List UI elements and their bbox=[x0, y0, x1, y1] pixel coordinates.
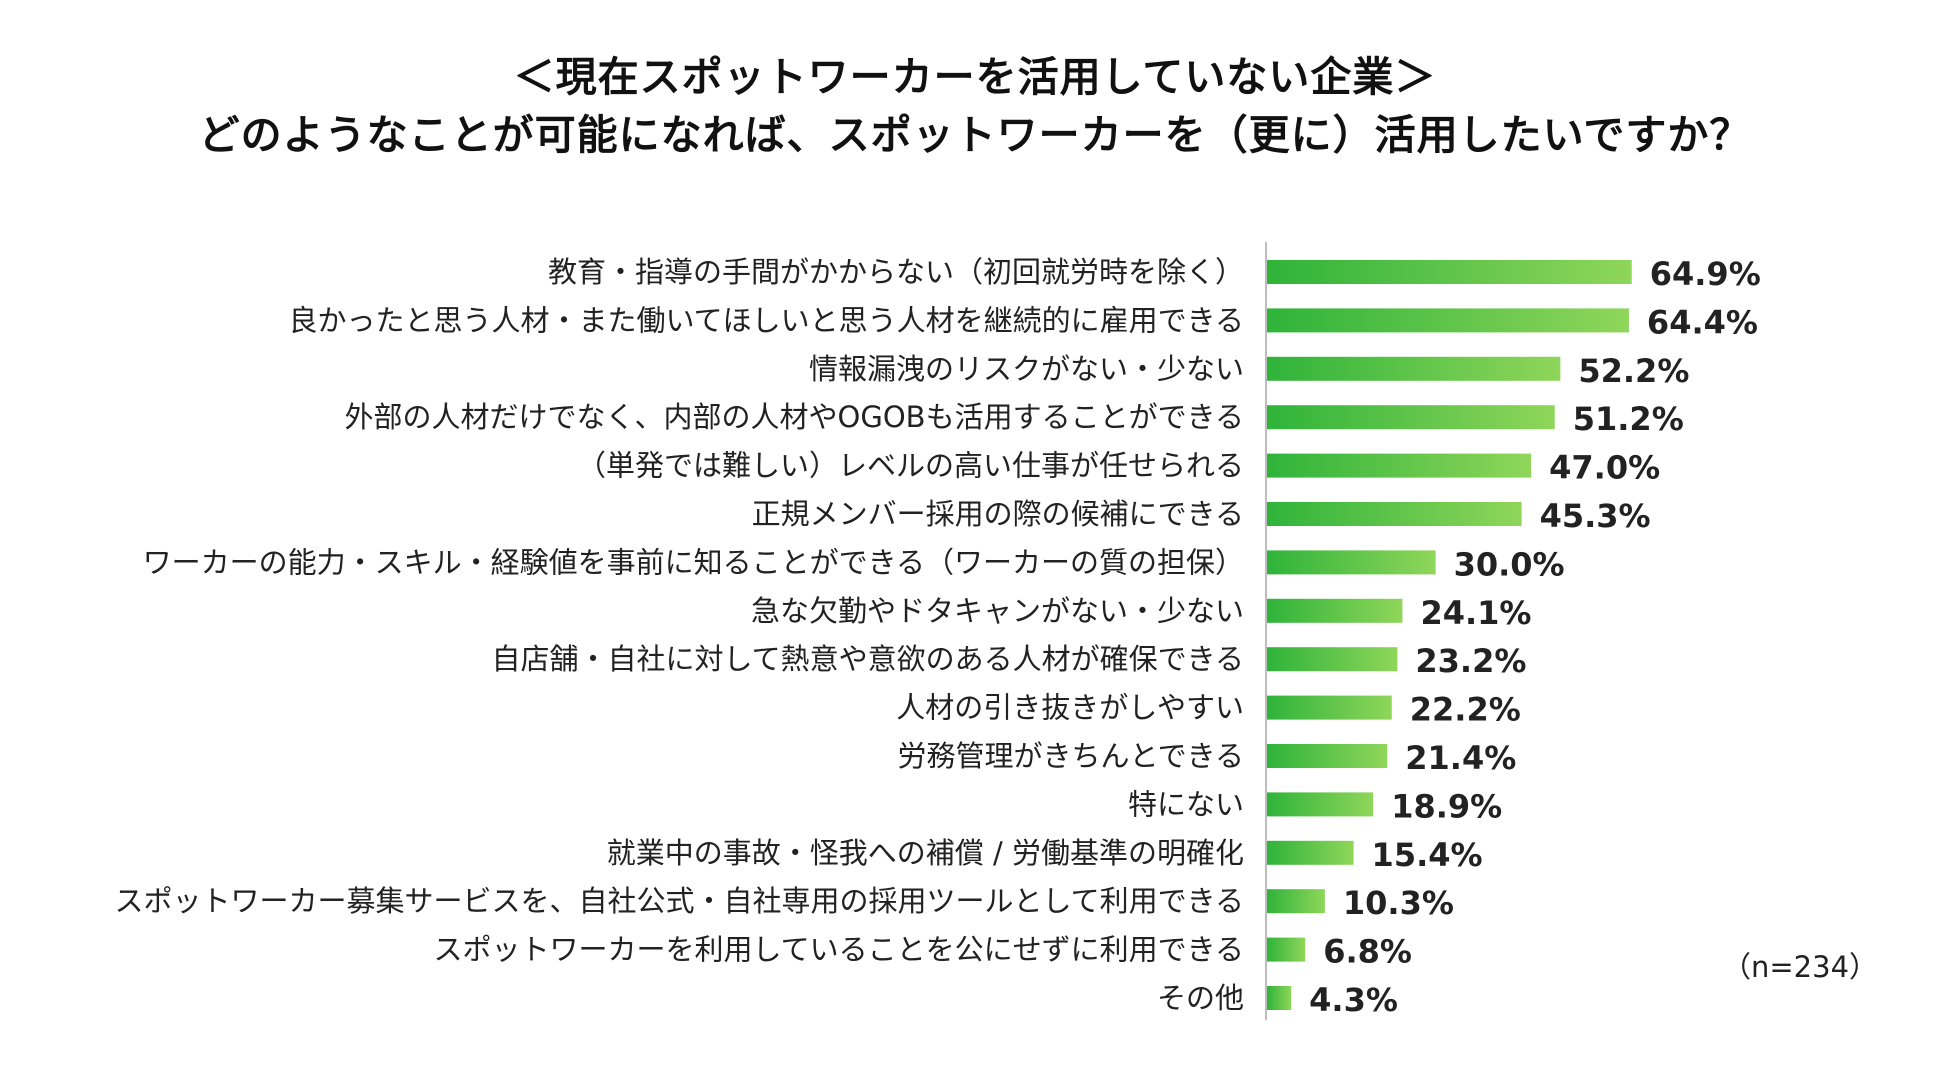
bar bbox=[1267, 405, 1555, 430]
category-label: （単発では難しい）レベルの高い仕事が任せられる bbox=[577, 449, 1244, 483]
value-label: 47.0% bbox=[1549, 449, 1660, 487]
value-label: 22.2% bbox=[1410, 691, 1521, 729]
value-label: 52.2% bbox=[1578, 352, 1689, 390]
value-label: 23.2% bbox=[1415, 642, 1526, 680]
bar bbox=[1267, 647, 1398, 672]
bar bbox=[1267, 356, 1561, 381]
category-label: スポットワーカー募集サービスを、自社公式・自社専用の採用ツールとして利用できる bbox=[114, 884, 1244, 918]
plot-area: 教育・指導の手間がかからない（初回就労時を除く） 64.9% 良かったと思う人材・ま… bbox=[114, 241, 1761, 1021]
category-label: 特にない bbox=[1128, 787, 1244, 821]
bar bbox=[1267, 840, 1354, 865]
category-label: スポットワーカーを利用していることを公にせずに利用できる bbox=[433, 933, 1244, 967]
value-label: 45.3% bbox=[1540, 497, 1651, 535]
chart-title-block: ＜現在スポットワーカーを活用していない企業＞ どのようなことが可能になれば、スポ… bbox=[0, 48, 1950, 164]
value-label: 21.4% bbox=[1405, 739, 1516, 777]
value-label: 18.9% bbox=[1391, 787, 1502, 825]
category-label: 労務管理がきちんとできる bbox=[897, 739, 1244, 773]
category-label: その他 bbox=[1157, 981, 1244, 1015]
bar bbox=[1267, 889, 1325, 914]
category-label: ワーカーの能力・スキル・経験値を事前に知ることができる（ワーカーの質の担保） bbox=[143, 545, 1244, 579]
value-label: 64.4% bbox=[1647, 303, 1758, 341]
value-label: 24.1% bbox=[1420, 594, 1531, 632]
bar bbox=[1267, 502, 1522, 526]
bar bbox=[1267, 937, 1306, 962]
category-label: 正規メンバー採用の際の候補にできる bbox=[752, 497, 1244, 531]
category-label: 自店舗・自社に対して熱意や意欲のある人材が確保できる bbox=[491, 642, 1244, 676]
value-label: 51.2% bbox=[1573, 400, 1684, 438]
value-label: 30.0% bbox=[1454, 545, 1565, 583]
bar bbox=[1267, 453, 1532, 478]
bar bbox=[1267, 986, 1292, 1010]
value-label: 6.8% bbox=[1323, 933, 1412, 971]
bar bbox=[1267, 308, 1629, 333]
bar bbox=[1267, 598, 1403, 623]
value-label: 64.9% bbox=[1650, 255, 1761, 293]
sample-size-note: （n=234） bbox=[1722, 950, 1879, 984]
category-label: 良かったと思う人材・また働いてほしいと思う人材を継続的に雇用できる bbox=[288, 303, 1244, 337]
chart-title-line1: ＜現在スポットワーカーを活用していない企業＞ bbox=[513, 53, 1437, 101]
value-label: 10.3% bbox=[1343, 884, 1454, 922]
value-label: 15.4% bbox=[1372, 836, 1483, 874]
bar bbox=[1267, 695, 1392, 720]
bar bbox=[1267, 744, 1388, 768]
category-label: 外部の人材だけでなく、内部の人材やOGOBも活用することができる bbox=[345, 400, 1244, 434]
bar bbox=[1267, 550, 1436, 575]
category-label: 教育・指導の手間がかからない（初回就労時を除く） bbox=[548, 255, 1244, 289]
category-label: 急な欠勤やドタキャンがない・少ない bbox=[751, 594, 1244, 628]
category-label: 就業中の事故・怪我への補償 / 労働基準の明確化 bbox=[607, 836, 1244, 870]
chart-title-line2: どのようなことが可能になれば、スポットワーカーを（更に）活用したいですか？ bbox=[198, 111, 1752, 159]
bar bbox=[1267, 792, 1374, 817]
bar bbox=[1267, 260, 1632, 284]
value-label: 4.3% bbox=[1309, 981, 1398, 1019]
category-label: 情報漏洩のリスクがない・少ない bbox=[809, 352, 1244, 386]
category-label: 人材の引き抜きがしやすい bbox=[896, 691, 1244, 725]
